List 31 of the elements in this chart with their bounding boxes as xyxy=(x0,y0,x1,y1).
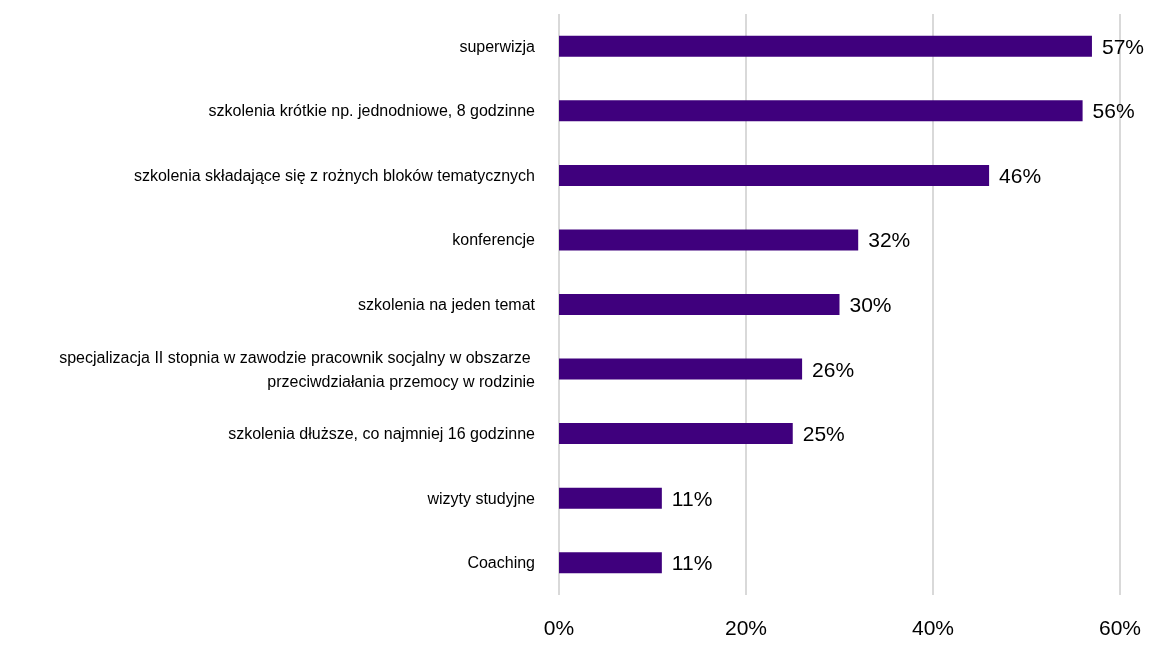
y-tick-label: wizyty studyjne xyxy=(426,489,536,507)
data-label: 30% xyxy=(849,293,892,316)
x-tick-label: 40% xyxy=(911,616,955,639)
y-tick-label: superwizja xyxy=(459,37,536,55)
bar xyxy=(559,423,793,445)
bar xyxy=(559,100,1083,122)
bar xyxy=(559,294,840,315)
y-tick-label: konferencje xyxy=(452,231,536,249)
bar xyxy=(559,164,990,186)
data-label: 46% xyxy=(999,163,1042,187)
data-label: 11% xyxy=(671,486,713,510)
x-tick-label: 0% xyxy=(543,616,575,639)
y-tick-label: szkolenia krótkie np. jednodniowe, 8 godzinne xyxy=(208,102,536,120)
x-tick-label: 20% xyxy=(724,616,768,639)
data-label: 25% xyxy=(802,422,845,446)
y-tick-label: szkolenia na jeden temat xyxy=(358,296,536,313)
data-label: 56% xyxy=(1092,99,1135,123)
y-tick-label: specjalizacja II stopnia w zawodzie pracownik socjalny w obszarze przeciwdziałania przemocy w rodzinie xyxy=(59,348,536,390)
bar xyxy=(559,35,1092,57)
bar xyxy=(559,229,859,251)
data-label: 26% xyxy=(812,357,855,381)
y-tick-label: szkolenia dłuższe, co najmniej 16 godzinne xyxy=(228,425,536,443)
data-label: 32% xyxy=(868,228,911,252)
data-label: 11% xyxy=(671,551,713,575)
y-tick-label: szkolenia składające się z rożnych bloków tematycznych xyxy=(133,166,535,184)
x-tick-label: 60% xyxy=(1098,616,1142,639)
y-tick-label: Coaching xyxy=(467,554,535,572)
bar xyxy=(559,487,662,509)
bar xyxy=(559,552,662,574)
bar xyxy=(559,358,803,380)
data-label: 57% xyxy=(1101,34,1144,58)
